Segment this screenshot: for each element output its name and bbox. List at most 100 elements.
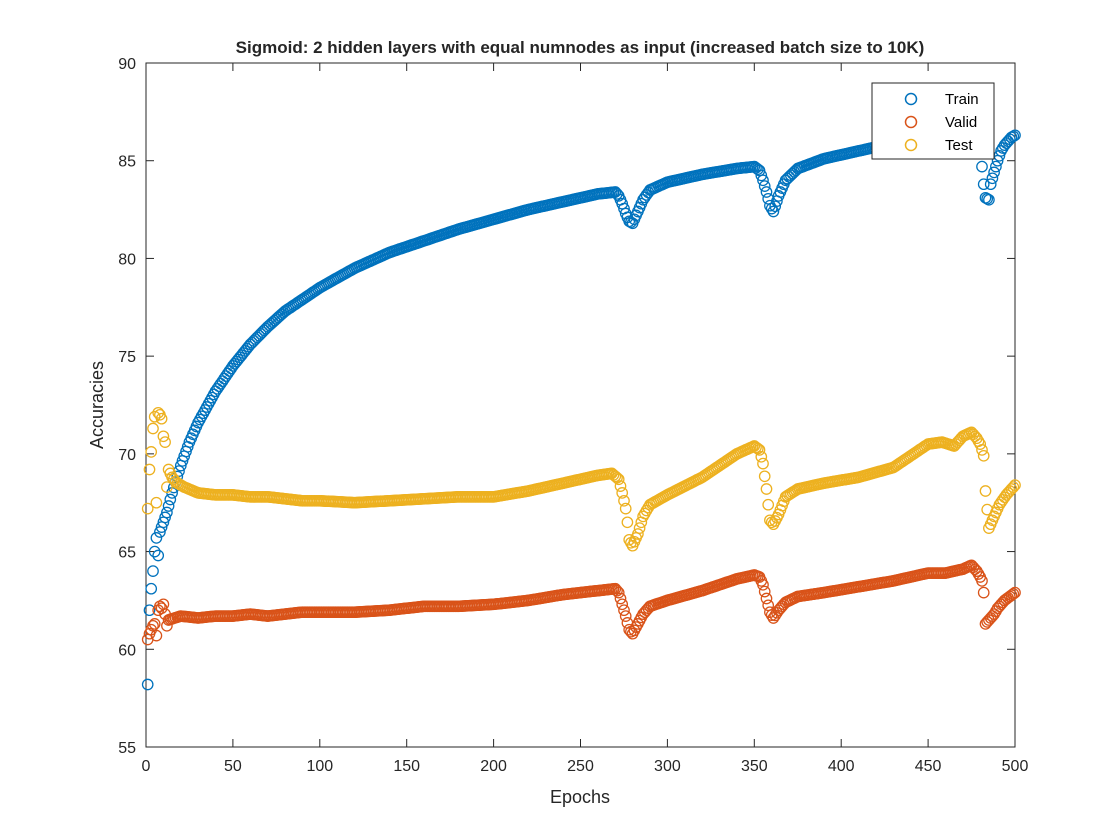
data-point — [764, 514, 776, 527]
data-point — [609, 582, 622, 595]
data-point — [611, 584, 623, 597]
data-point — [769, 200, 782, 213]
legend-box — [871, 82, 995, 160]
data-point — [618, 604, 630, 617]
data-point — [164, 493, 177, 506]
chart-title: Sigmoid: 2 hidden layers with equal numn… — [236, 38, 925, 57]
data-point — [621, 516, 634, 529]
data-point — [614, 480, 627, 492]
y-tick-label: 65 — [118, 545, 136, 562]
y-tick-label: 75 — [118, 349, 136, 366]
x-tick-label: 400 — [828, 758, 855, 775]
data-point — [1007, 481, 1020, 493]
series-test — [141, 406, 1021, 552]
x-tick-label: 0 — [142, 758, 151, 775]
data-point — [977, 178, 990, 191]
legend: Train Valid Test — [871, 82, 995, 160]
data-point — [159, 511, 171, 524]
data-point — [753, 444, 766, 456]
data-point — [757, 578, 769, 591]
data-point — [1007, 588, 1020, 600]
data-point — [755, 450, 768, 463]
data-point — [976, 160, 988, 173]
data-point — [612, 586, 625, 599]
data-point — [1005, 589, 1018, 602]
data-point — [143, 463, 156, 476]
data-point — [976, 444, 988, 456]
data-point — [983, 193, 995, 206]
data-point — [616, 598, 629, 611]
data-point — [611, 188, 623, 200]
y-tick-label: 90 — [118, 56, 136, 73]
data-point — [760, 483, 773, 495]
x-tick-label: 50 — [224, 758, 242, 775]
data-point — [984, 178, 997, 191]
data-point — [986, 172, 999, 185]
x-tick-label: 300 — [654, 758, 681, 775]
data-point — [141, 502, 154, 515]
data-point — [159, 436, 171, 448]
data-point — [758, 585, 771, 598]
data-point — [990, 160, 1002, 173]
y-tick-label: 70 — [118, 447, 136, 464]
data-point — [632, 528, 644, 540]
legend-label-train: Train — [945, 91, 979, 108]
data-point — [152, 549, 165, 562]
legend-marker-train — [904, 92, 918, 106]
data-point — [758, 470, 771, 483]
data-point — [152, 406, 165, 419]
data-point — [757, 457, 769, 470]
legend-marker-test — [904, 138, 918, 152]
x-axis-label: Epochs — [550, 787, 610, 807]
data-point — [757, 174, 769, 187]
data-point — [614, 592, 627, 605]
data-point — [150, 496, 163, 509]
x-tick-label: 450 — [915, 758, 942, 775]
data-point — [750, 441, 762, 454]
y-tick-label: 80 — [118, 251, 136, 268]
data-point — [141, 678, 154, 691]
data-point — [633, 522, 646, 534]
y-tick-label: 55 — [118, 740, 136, 757]
data-series — [141, 129, 1021, 691]
data-point — [974, 438, 987, 450]
data-point — [760, 592, 773, 605]
plot-area — [145, 62, 1016, 748]
data-point — [1005, 483, 1018, 495]
data-point — [751, 163, 764, 176]
data-point — [988, 608, 1000, 620]
x-tick-label: 150 — [393, 758, 420, 775]
data-point — [760, 186, 773, 198]
data-point — [1009, 129, 1021, 142]
y-tick-label: 85 — [118, 154, 136, 171]
data-point — [161, 481, 173, 493]
y-axis: 55 60 65 70 75 80 85 90 — [118, 56, 1015, 757]
x-tick-label: 100 — [306, 758, 333, 775]
data-point — [637, 510, 649, 523]
x-tick-label: 250 — [567, 758, 594, 775]
data-point — [976, 575, 988, 587]
data-point — [981, 192, 994, 205]
data-point — [988, 166, 1000, 179]
x-tick-label: 350 — [741, 758, 768, 775]
data-point — [148, 545, 161, 558]
series-train — [976, 129, 1021, 206]
data-point — [616, 487, 629, 499]
x-tick-label: 200 — [480, 758, 507, 775]
legend-marker-valid — [904, 115, 918, 129]
data-point — [143, 604, 156, 617]
data-point — [1009, 586, 1021, 599]
legend-label-valid: Valid — [945, 114, 977, 131]
series-train — [141, 141, 882, 691]
y-tick-label: 60 — [118, 642, 136, 659]
data-point — [977, 586, 990, 599]
data-point — [755, 169, 768, 182]
data-point — [161, 506, 173, 519]
data-point — [148, 410, 161, 423]
data-point — [145, 582, 158, 595]
data-point — [619, 502, 632, 515]
data-point — [618, 494, 630, 507]
data-point — [623, 623, 636, 636]
data-point — [162, 500, 175, 512]
